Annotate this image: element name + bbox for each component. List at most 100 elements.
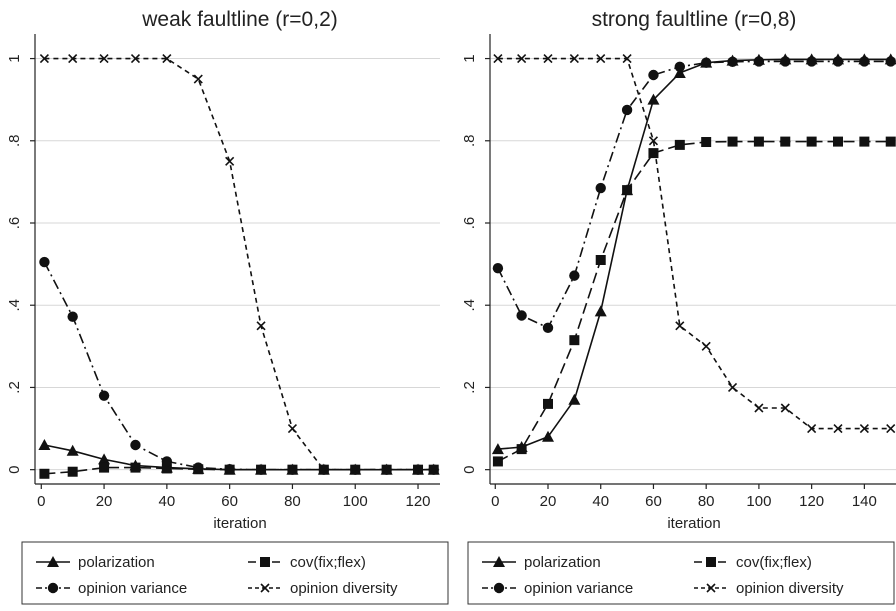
series-line-opinion-variance [497,60,891,329]
data-point-x [287,423,298,434]
marker-x-stroke [701,341,711,351]
x-tick-label: 60 [645,493,662,510]
series-line-opinion-variance [43,261,434,471]
data-point-circle [67,311,78,322]
x-tick-label: 120 [406,493,431,510]
marker-x-stroke [39,53,49,64]
data-point-x [429,465,439,475]
data-point-circle [492,263,504,274]
data-point-triangle [542,430,554,442]
data-point-circle [885,56,896,67]
legend-label: opinion diversity [736,580,844,597]
data-point-x [886,423,896,434]
data-point-circle [255,464,267,475]
data-point-circle [806,56,817,67]
marker-x-stroke [350,465,360,475]
legend-label: polarization [524,554,601,571]
data-point-square [39,468,50,479]
y-tick-label: 0 [461,465,478,473]
data-point-x [39,53,49,64]
legend-marker-square [706,557,716,567]
data-point-x [413,465,423,475]
marker-x-stroke [886,423,896,434]
data-point-x [256,321,266,331]
data-point-square [595,255,606,265]
data-point-x [99,53,109,64]
data-point-square [885,136,896,147]
y-tick-label: .6 [461,217,478,230]
series-line-opinion-diversity [497,57,891,430]
x-tick-label: 80 [698,493,715,510]
data-point-circle [859,56,870,67]
y-tick-label: 1 [461,54,478,62]
data-point-x [833,423,843,434]
data-point-square [753,136,764,147]
marker-x-stroke [727,382,738,393]
data-point-circle [98,390,110,401]
marker-x-stroke [225,156,235,166]
data-point-circle [832,56,844,67]
data-point-x [569,53,579,64]
x-tick-label: 20 [96,493,113,510]
data-point-circle [700,57,712,68]
y-tick-label: .4 [461,299,478,312]
marker-x-stroke [162,53,172,64]
data-point-x [727,382,738,393]
data-point-x [130,53,141,64]
legend-marker-triangle [47,556,59,567]
data-point-circle [516,310,527,321]
data-point-triangle [98,453,111,465]
chart-strong-faultline: strong faultline (r=0,8) iteration 0 .2 .4… [461,8,896,605]
legend-label: opinion variance [78,580,187,597]
data-point-square [543,398,553,409]
marker-x-stroke [807,423,817,434]
marker-x-stroke [754,403,764,413]
y-tick-label: 0 [6,465,23,473]
y-tick-label: .6 [6,217,23,230]
data-point-triangle [66,444,79,456]
x-tick-label: 0 [491,493,499,510]
marker-x-stroke [319,465,329,475]
data-point-x [701,341,711,351]
y-tick-label: .2 [6,381,23,394]
x-tick-label: 60 [221,493,238,510]
marker-x-stroke [517,53,527,64]
legend-marker-triangle [493,556,505,567]
data-point-x [648,136,659,146]
marker-x-stroke [429,465,439,475]
data-point-circle [542,322,554,334]
data-point-square [569,335,580,346]
data-point-circle [193,462,204,473]
data-point-square [859,136,870,147]
data-point-x [493,53,503,64]
data-point-circle [39,256,50,268]
data-point-x [859,423,869,434]
x-tick-label: 80 [284,493,301,510]
data-point-triangle [491,443,504,455]
marker-x-stroke [413,465,423,475]
x-tick-label: 20 [540,493,557,510]
marker-x-stroke [675,321,685,331]
marker-x-stroke [193,74,203,84]
data-point-square [622,185,633,196]
y-tick-label: .4 [6,299,23,312]
marker-x-stroke [543,53,553,64]
data-point-square [806,136,817,147]
data-point-square [674,139,685,150]
data-point-x [780,403,790,413]
data-point-x [225,156,235,166]
marker-x-stroke [68,53,78,64]
data-point-circle [130,439,141,451]
x-tick-label: 140 [852,493,877,510]
legend-marker-x [706,583,716,593]
y-tick-label: 1 [6,54,23,62]
data-point-square [727,136,738,147]
marker-x-stroke [596,53,606,64]
data-point-square [161,463,172,474]
marker-x-stroke [99,53,109,64]
data-point-square [780,136,791,147]
data-point-circle [648,69,659,81]
marker-x-stroke [256,321,266,331]
x-tick-label: 120 [799,493,824,510]
marker-x-stroke [706,583,716,593]
